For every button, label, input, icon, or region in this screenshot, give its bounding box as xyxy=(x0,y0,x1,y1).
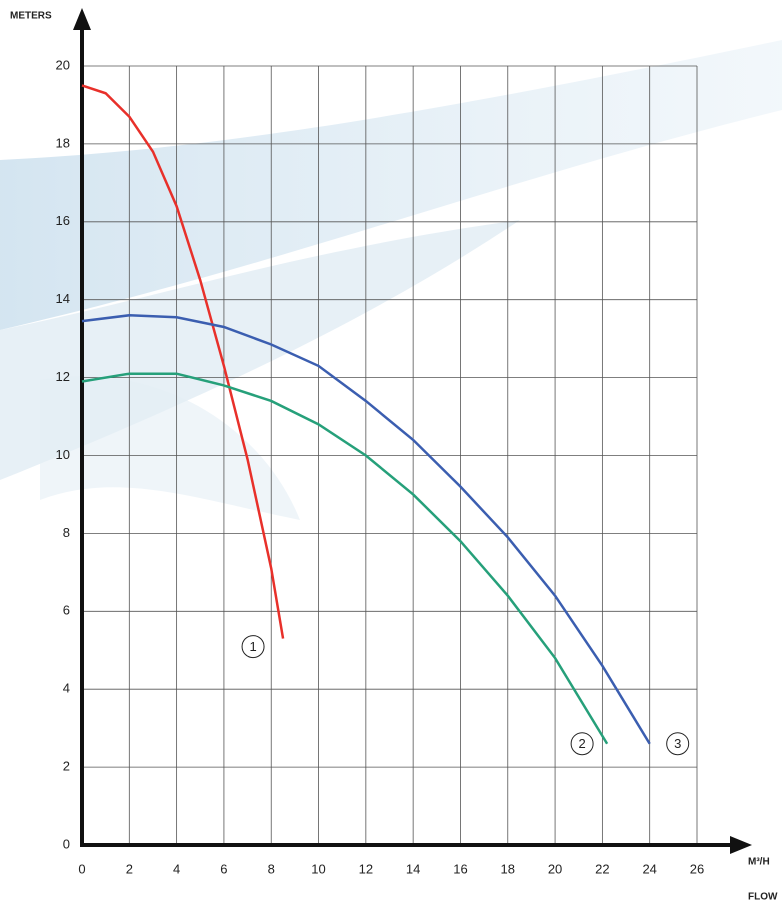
x-tick-label: 4 xyxy=(173,861,180,876)
y-axis-label: METERS xyxy=(10,11,52,22)
y-axis-arrow xyxy=(73,8,91,30)
x-tick-label: 0 xyxy=(78,861,85,876)
x-tick-label: 20 xyxy=(548,861,562,876)
y-tick-label: 10 xyxy=(56,447,70,462)
x-tick-label: 18 xyxy=(501,861,515,876)
y-tick-label: 20 xyxy=(56,57,70,72)
series-label-circle xyxy=(570,732,594,756)
x-tick-label: 2 xyxy=(126,861,133,876)
series-label: 1 xyxy=(249,639,256,654)
x-tick-label: 6 xyxy=(220,861,227,876)
x-tick-label: 14 xyxy=(406,861,420,876)
y-tick-label: 4 xyxy=(63,681,70,696)
background-water xyxy=(0,40,782,520)
x-tick-label: 22 xyxy=(595,861,609,876)
y-tick-label: 8 xyxy=(63,525,70,540)
series-label: 2 xyxy=(578,736,585,751)
y-tick-label: 0 xyxy=(63,836,70,851)
line-series xyxy=(81,314,651,745)
y-tick-label: 16 xyxy=(56,213,70,228)
x-tick-label: 16 xyxy=(453,861,467,876)
series-label-circle xyxy=(666,732,690,756)
series-label-circle xyxy=(241,635,265,659)
line-series xyxy=(81,84,285,639)
x-tick-label: 24 xyxy=(642,861,656,876)
y-tick-label: 12 xyxy=(56,369,70,384)
x-axis-unit: M³/H xyxy=(748,857,770,868)
x-axis-label: FLOW xyxy=(748,892,778,903)
x-tick-label: 10 xyxy=(311,861,325,876)
x-tick-label: 12 xyxy=(359,861,373,876)
y-tick-label: 14 xyxy=(56,291,70,306)
x-axis-arrow xyxy=(730,836,752,854)
x-tick-label: 26 xyxy=(690,861,704,876)
series-label: 3 xyxy=(674,736,681,751)
x-tick-label: 8 xyxy=(268,861,275,876)
y-tick-label: 2 xyxy=(63,759,70,774)
line-series xyxy=(81,372,609,745)
y-tick-label: 6 xyxy=(63,603,70,618)
y-tick-label: 18 xyxy=(56,135,70,150)
